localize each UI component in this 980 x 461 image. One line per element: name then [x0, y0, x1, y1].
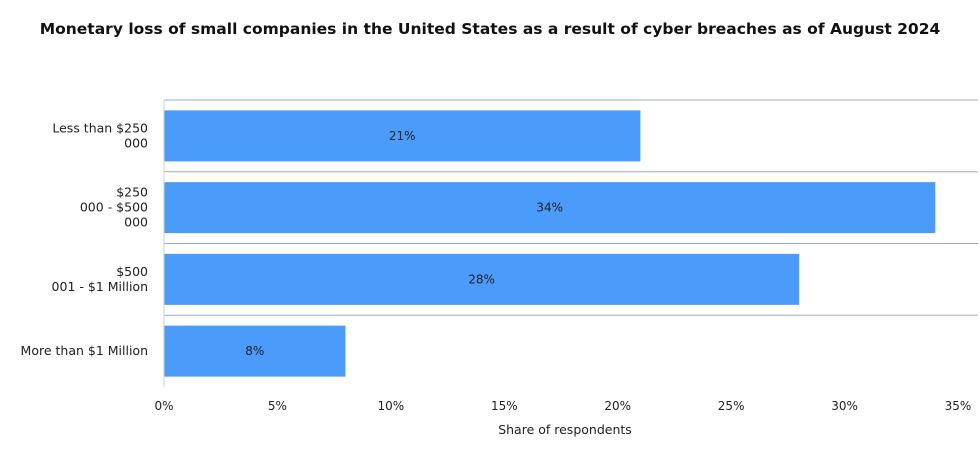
x-tick-label: 5% — [268, 399, 287, 413]
bar — [164, 325, 346, 377]
x-tick-label: 15% — [491, 399, 518, 413]
row-separators — [164, 99, 978, 316]
x-tick-label: 20% — [604, 399, 631, 413]
bar — [164, 253, 800, 305]
data-label: 28% — [468, 272, 495, 286]
data-labels: 21% 34% 28% 8% — [245, 129, 563, 358]
x-tick-label: 10% — [378, 399, 405, 413]
data-label: 8% — [245, 344, 264, 358]
bar — [164, 182, 936, 234]
category-label: More than $1 Million — [21, 343, 148, 358]
x-axis: 0% 5% 10% 15% 20% 25% 30% 35% — [154, 100, 971, 413]
category-label: $250 000 - $500 000 — [80, 185, 148, 230]
x-tick-label: 0% — [154, 399, 173, 413]
data-label: 34% — [536, 201, 563, 215]
bar — [164, 110, 641, 162]
x-axis-title: Share of respondents — [498, 422, 632, 437]
x-tick-label: 35% — [945, 399, 972, 413]
bars — [164, 110, 936, 377]
category-label: Less than $250 000 — [52, 120, 148, 150]
x-tick-label: 25% — [718, 399, 745, 413]
x-tick-label: 30% — [831, 399, 858, 413]
category-label: $500 001 - $1 Million — [52, 264, 148, 294]
category-labels: Less than $250 000 $250 000 - $500 000 $500 00… — [21, 120, 149, 358]
chart-title: Monetary loss of small companies in the … — [39, 20, 941, 38]
data-label: 21% — [389, 129, 416, 143]
